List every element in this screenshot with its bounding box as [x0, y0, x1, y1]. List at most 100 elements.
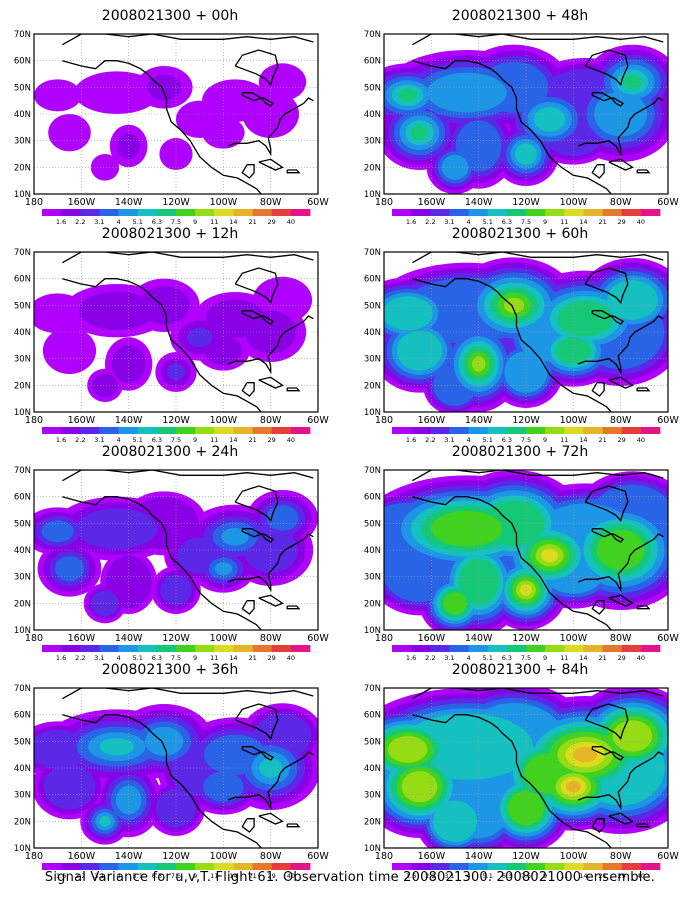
coastline	[62, 470, 314, 482]
variance-contour	[78, 291, 155, 330]
colorbar-label: 5.1	[133, 436, 143, 444]
lon-label: 60W	[307, 415, 329, 426]
grid-lines	[384, 34, 668, 194]
variance-field	[34, 703, 318, 845]
colorbar-label: 2.2	[425, 654, 435, 662]
lon-label: 120W	[512, 415, 540, 426]
variance-contour	[42, 327, 97, 374]
coastline	[62, 60, 263, 194]
colorbar-swatch	[468, 863, 489, 870]
coastline	[286, 387, 301, 392]
colorbar-label: 11	[560, 218, 568, 226]
panel-84h: 2008021300 + 84h 70N 60N 50N 40N 30N 20N 10N 18…	[350, 662, 690, 880]
lat-label: 30N	[14, 137, 31, 147]
variance-contour	[623, 74, 642, 90]
colorbar-swatch	[290, 645, 311, 652]
lon-label: 180	[25, 415, 43, 426]
colorbar-swatch	[411, 209, 431, 216]
colorbar-label: 9	[193, 872, 197, 880]
colorbar-swatch	[271, 427, 292, 434]
lat-label: 40N	[364, 328, 381, 338]
lat-label: 70N	[14, 684, 31, 694]
variance-contour	[76, 508, 158, 550]
lat-label: 10N	[364, 626, 381, 636]
colorbar-swatch	[449, 209, 469, 216]
colorbar-label: 40	[287, 436, 295, 444]
colorbar-label: 6.3	[502, 872, 512, 880]
colorbar-label: 1.6	[406, 218, 416, 226]
colorbar-swatch	[564, 645, 584, 652]
lat-label: 20N	[364, 817, 381, 827]
colorbar-label: 11	[560, 872, 568, 880]
lon-label: 180	[375, 851, 393, 862]
coastline	[412, 688, 664, 700]
colorbar-label: 9	[543, 654, 547, 662]
colorbar-label: 40	[637, 872, 645, 880]
lon-label: 140W	[465, 197, 493, 208]
variance-contour	[202, 116, 245, 149]
lon-label: 160W	[68, 851, 96, 862]
colorbar-label: 3.1	[94, 654, 104, 662]
lat-label: 60N	[14, 493, 31, 503]
variance-contour	[432, 800, 478, 843]
lat-label: 20N	[14, 817, 31, 827]
colorbar-swatch	[545, 863, 565, 870]
lat-label: 50N	[364, 83, 381, 93]
lat-label: 10N	[364, 408, 381, 418]
lon-label: 120W	[162, 197, 190, 208]
colorbar-swatch	[583, 645, 603, 652]
variance-contour	[555, 337, 592, 364]
lon-label: 160W	[418, 197, 446, 208]
coastline	[62, 252, 314, 264]
colorbar-label: 14	[579, 872, 587, 880]
lon-label: 100W	[210, 415, 238, 426]
coastline	[260, 97, 275, 107]
coastline	[241, 92, 263, 102]
colorbar-label: 21	[598, 218, 606, 226]
panel-title: 2008021300 + 72h	[451, 444, 589, 460]
variance-contour	[266, 505, 299, 531]
lat-label: 30N	[364, 573, 381, 583]
colorbar-label: 4	[117, 436, 121, 444]
colorbar-swatch	[176, 863, 196, 870]
lat-label: 60N	[364, 275, 381, 285]
coastline	[260, 315, 275, 325]
coastline	[608, 594, 634, 607]
colorbar-swatch	[392, 427, 412, 434]
lat-label: 10N	[14, 626, 31, 636]
colorbar-label: 5.1	[483, 436, 493, 444]
colorbar-swatch	[156, 863, 177, 870]
coastline	[636, 823, 651, 828]
colorbar-label: 2.2	[75, 218, 85, 226]
colorbar-swatch	[252, 645, 273, 652]
coastline	[234, 485, 279, 523]
colorbar-label: 2.2	[75, 436, 85, 444]
lat-label: 60N	[14, 711, 31, 721]
lon-label: 180	[25, 633, 43, 644]
lat-label: 20N	[364, 599, 381, 609]
colorbar-swatch	[468, 645, 489, 652]
panel-48h: 2008021300 + 48h 70N 60N 50N 40N 30N 20N 10N 18…	[350, 8, 690, 226]
colorbar-swatch	[621, 209, 642, 216]
lon-label: 140W	[115, 851, 143, 862]
lon-label: 140W	[465, 633, 493, 644]
lon-label: 180	[375, 633, 393, 644]
colorbar-label: 1.6	[406, 436, 416, 444]
variance-contour	[398, 88, 418, 102]
colorbar-swatch	[583, 427, 603, 434]
colorbar-label: 2.2	[425, 436, 435, 444]
lat-label: 50N	[364, 519, 381, 529]
colorbar-swatch	[156, 645, 177, 652]
colorbar-label: 2.2	[425, 218, 435, 226]
colorbar-label: 21	[598, 436, 606, 444]
coastline	[610, 315, 625, 325]
colorbar-swatch	[506, 209, 527, 216]
colorbar-swatch	[80, 427, 100, 434]
lon-label: 120W	[162, 415, 190, 426]
coastline	[591, 600, 605, 615]
colorbar-swatch	[118, 209, 139, 216]
colorbar-swatch	[621, 427, 642, 434]
coastline	[227, 97, 314, 157]
colorbar-label: 7.5	[171, 872, 181, 880]
